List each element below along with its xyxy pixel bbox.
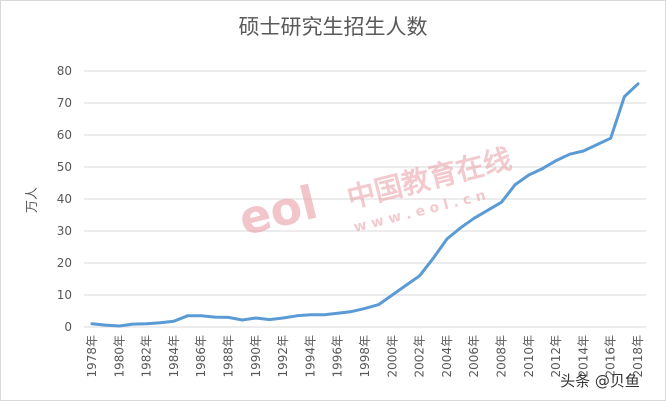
y-tick-label: 10	[57, 288, 72, 302]
y-tick-label: 60	[57, 128, 72, 142]
x-tick-label: 1982年	[140, 335, 154, 378]
x-tick-label: 1988年	[222, 335, 236, 378]
x-tick-label: 2004年	[440, 335, 454, 378]
x-tick-label: 1990年	[249, 335, 263, 378]
chart-title: 硕士研究生招生人数	[239, 15, 428, 39]
x-tick-label: 2010年	[522, 335, 536, 378]
x-tick-label: 2016年	[604, 335, 618, 378]
x-tick-label: 2008年	[495, 335, 509, 378]
x-tick-label: 2012年	[549, 335, 563, 378]
x-tick-label: 1978年	[85, 335, 99, 378]
x-tick-label: 1994年	[303, 335, 317, 378]
x-tick-label: 1992年	[276, 335, 290, 378]
x-tick-label: 2000年	[385, 335, 399, 378]
x-tick-label: 1996年	[331, 335, 345, 378]
y-axis-label: 万人	[25, 187, 40, 213]
y-tick-label: 0	[64, 320, 72, 334]
y-tick-label: 80	[57, 64, 72, 78]
x-tick-label: 1998年	[358, 335, 372, 378]
x-tick-label: 2006年	[467, 335, 481, 378]
x-tick-label: 1984年	[167, 335, 181, 378]
watermark-source: 头条 @贝鱼	[560, 372, 640, 390]
y-tick-label: 70	[57, 96, 72, 110]
grid	[84, 70, 646, 328]
y-tick-label: 50	[57, 160, 72, 174]
y-tick-label: 30	[57, 224, 72, 238]
y-tick-label: 20	[57, 256, 72, 270]
y-tick-label: 40	[57, 192, 72, 206]
x-tick-label: 1986年	[194, 335, 208, 378]
x-tick-label: 2002年	[413, 335, 427, 378]
x-tick-label: 1980年	[112, 335, 126, 378]
data-line	[90, 82, 640, 328]
x-tick-label: 2018年	[631, 335, 645, 378]
x-tick-label: 2014年	[576, 335, 590, 378]
